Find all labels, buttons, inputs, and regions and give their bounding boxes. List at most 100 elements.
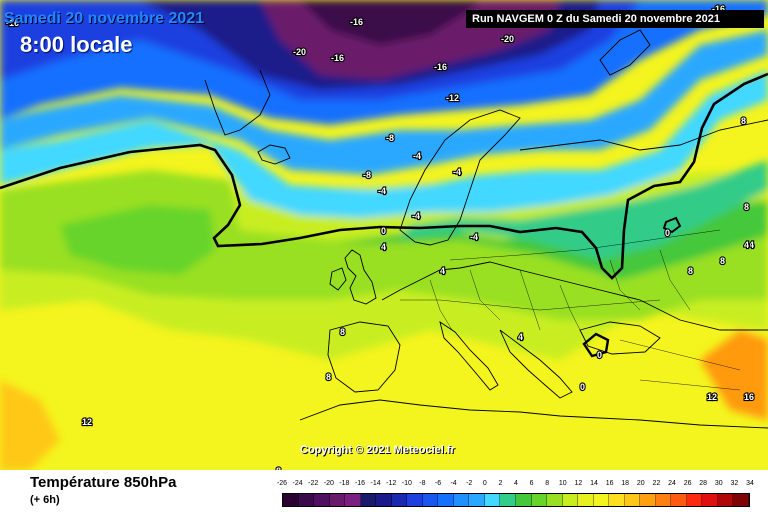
isotherm-label: 0: [597, 350, 602, 360]
isotherm-label: -8: [386, 133, 394, 143]
country-borders: [400, 229, 741, 391]
zero-isotherm-line: [0, 72, 768, 280]
isotherm-label: -16: [6, 18, 19, 28]
scale-swatch: [593, 494, 610, 506]
forecast-step: (+ 6h): [30, 494, 60, 506]
scale-swatch: [562, 494, 579, 506]
coast-greenland: [204, 69, 271, 136]
forecast-time-title: 8:00 locale: [20, 32, 133, 57]
isotherm-label: -4: [453, 167, 461, 177]
isotherm-label: -16: [434, 62, 447, 72]
temperature-map: -16 -20 -16 -16 -20 -16 -12 -8 -4 -4 -8 -4 -4 0 -4 4 4 8 8…: [0, 0, 768, 470]
isotherm-label: 8: [326, 372, 331, 382]
scale-label: -6: [434, 480, 442, 487]
isotherm-label: 8: [276, 466, 281, 470]
scale-swatch: [422, 494, 439, 506]
isotherm-label: -12: [446, 93, 459, 103]
isotherm-label: 8: [688, 266, 693, 276]
isotherm-label: -4: [413, 151, 421, 161]
band-light-blue: [0, 30, 768, 175]
scale-label: 24: [668, 480, 676, 487]
zero-isotherm-loop-east: [662, 216, 682, 234]
coast-britain: [344, 249, 377, 305]
isotherm-label: 12: [707, 392, 717, 402]
model-run-banner: Run NAVGEM 0 Z du Samedi 20 novembre 202…: [466, 10, 764, 28]
coast-iberia: [327, 321, 401, 393]
forecast-date-title: Samedi 20 novembre 2021: [4, 10, 205, 27]
isotherm-label: -20: [501, 34, 514, 44]
scale-label: 12: [574, 480, 583, 487]
scale-label: -2: [466, 480, 473, 487]
isotherm-label: 8: [720, 256, 725, 266]
band-dark-purple: [300, 0, 480, 45]
scale-swatch: [547, 494, 563, 506]
scale-swatch: [531, 494, 548, 506]
scale-swatch: [298, 494, 315, 506]
coast-balkans: [499, 329, 573, 399]
scale-label: 30: [714, 480, 723, 487]
scale-label: 16: [605, 480, 614, 487]
isotherm-label: 4: [440, 266, 445, 276]
scale-swatch: [500, 494, 516, 506]
coast-black-sea: [579, 321, 661, 355]
isotherm-label: 16: [744, 392, 754, 402]
band-lime: [0, 170, 768, 320]
isotherm-label: 8: [744, 202, 749, 212]
scale-label: 8: [545, 480, 550, 487]
isotherm-label: -4: [412, 211, 420, 221]
scale-label: 32: [730, 480, 739, 487]
scale-swatch: [438, 494, 454, 506]
scale-swatch: [329, 494, 346, 506]
scale-swatch: [640, 494, 656, 506]
scale-swatch: [283, 494, 299, 506]
isotherm-label: 12: [82, 417, 92, 427]
parameter-title: Température 850hPa: [30, 474, 177, 491]
copyright-notice: Copyright © 2021 Meteociel.fr: [300, 444, 455, 456]
scale-swatch: [609, 494, 625, 506]
coast-russia-north: [519, 119, 768, 151]
scale-label: 20: [636, 480, 645, 487]
isotherm-label: 8: [340, 327, 345, 337]
isotherm-label: -4: [378, 186, 386, 196]
coast-iceland: [257, 144, 291, 165]
scale-swatch: [453, 494, 470, 506]
temperature-scale: -26 -24 -22 -20 -18 -16 -14 -12 -10 -8 -6 -4 -2 0 2 4 6 8…: [277, 480, 754, 510]
scale-color-bar: [282, 493, 750, 507]
isotherm-label: 0: [381, 226, 386, 236]
scale-swatch: [578, 494, 594, 506]
scale-swatch: [733, 494, 749, 506]
band-cyan: [0, 70, 768, 218]
coast-africa: [299, 399, 768, 429]
band-green-west: [60, 205, 215, 275]
scale-label: -8: [419, 480, 426, 487]
scale-swatch: [484, 494, 501, 506]
scale-label: -24: [292, 480, 303, 487]
scale-label: -20: [323, 480, 334, 487]
scale-swatch: [515, 494, 532, 506]
scale-label: 4: [514, 480, 518, 487]
scale-label: 28: [699, 480, 708, 487]
isotherm-labels: -16-20-16-16-20-16-12-8-4-4-8-4-40-44488…: [5, 3, 755, 470]
scale-label: -26: [276, 480, 288, 487]
scale-swatch: [469, 494, 485, 506]
legend-footer: Température 850hPa (+ 6h) -26 -24 -22 -20 -1…: [0, 470, 768, 512]
zero-isotherm-loop-balkans: [582, 332, 610, 358]
scale-label: 0: [482, 480, 487, 487]
scale-label: 26: [683, 480, 692, 487]
scale-label: -16: [354, 480, 366, 487]
scale-labels: -26 -24 -22 -20 -18 -16 -14 -12 -10 -8 -6 -4 -2 0 2 4 6 8…: [277, 480, 754, 491]
scale-swatch: [686, 494, 703, 506]
coast-ireland: [329, 267, 347, 291]
scale-label: 6: [529, 480, 534, 487]
band-orange-southwest: [0, 380, 60, 470]
scale-swatch: [407, 494, 423, 506]
scale-label: 14: [590, 480, 598, 487]
scale-swatch: [655, 494, 672, 506]
scale-label: 34: [746, 480, 754, 487]
isotherm-label: 0: [580, 382, 585, 392]
scale-label: -14: [370, 480, 381, 487]
scale-swatch: [391, 494, 408, 506]
scale-label: -22: [308, 480, 319, 487]
isotherm-label: 4: [744, 240, 749, 250]
isotherm-label: 4: [381, 242, 386, 252]
